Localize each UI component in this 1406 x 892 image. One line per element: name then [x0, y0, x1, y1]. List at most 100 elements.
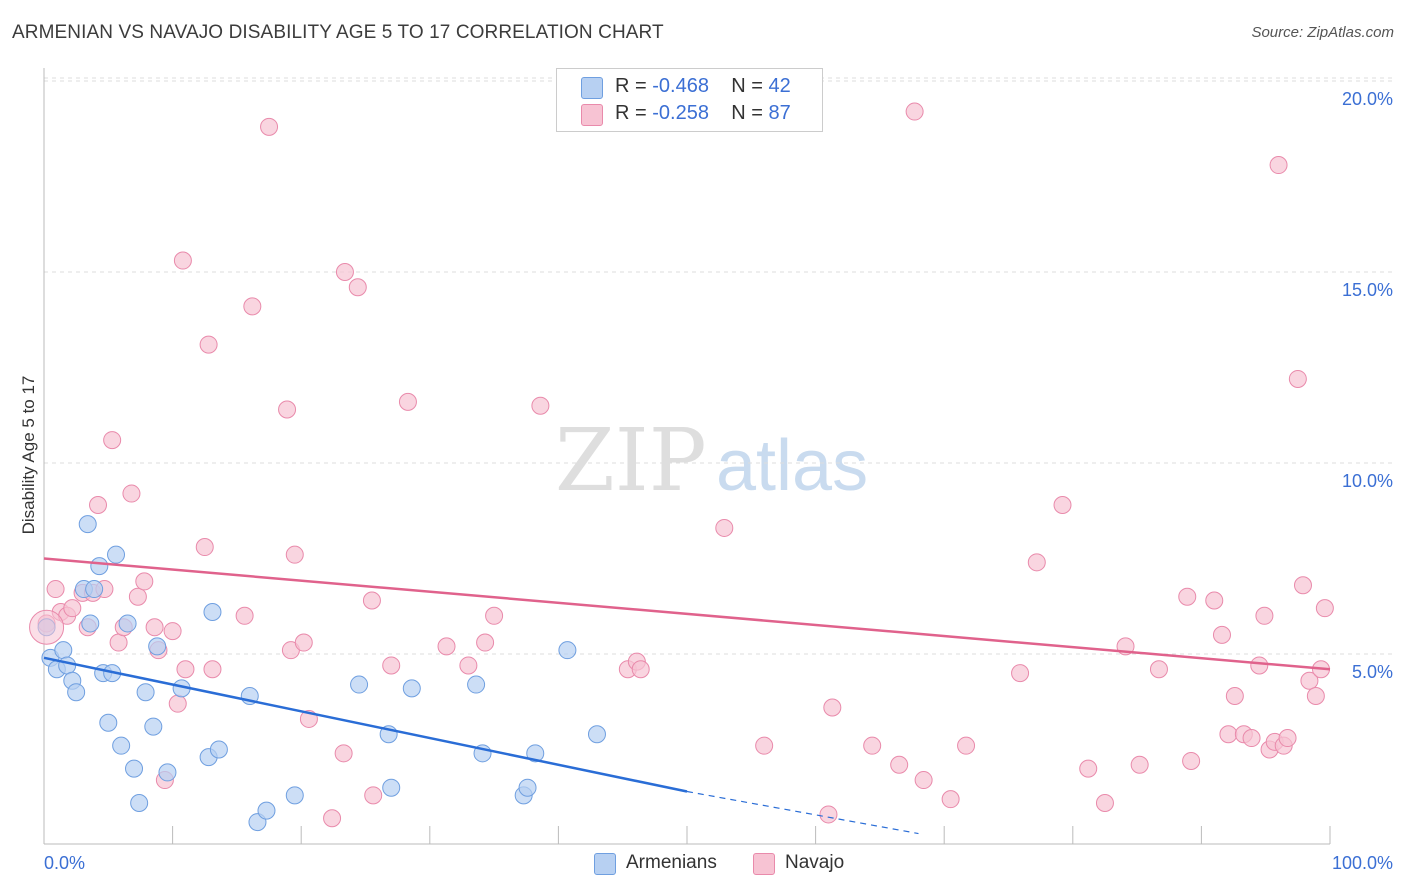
navajo-point — [168, 694, 187, 713]
navajo-point — [1182, 751, 1201, 770]
armenians-point — [558, 641, 577, 660]
navajo-point — [128, 587, 147, 606]
navajo-point — [203, 660, 222, 679]
navajo-point — [1053, 496, 1072, 515]
armenians-point — [382, 778, 401, 797]
navajo-point — [1149, 660, 1168, 679]
armenians-point — [81, 614, 100, 633]
navajo-point — [1178, 587, 1197, 606]
navajo-point — [103, 431, 122, 450]
navajo-point — [1293, 576, 1312, 595]
armenians-legend-swatch — [594, 853, 616, 875]
armenians-point — [67, 683, 86, 702]
armenians-trend-extension — [686, 790, 919, 835]
navajo-point — [398, 392, 417, 411]
armenians-point — [118, 614, 137, 633]
navajo-point — [905, 102, 924, 121]
navajo-point — [1306, 687, 1325, 706]
armenians-point — [78, 515, 97, 534]
navajo-point — [437, 637, 456, 656]
navajo-point — [631, 660, 650, 679]
navajo-point — [1278, 729, 1297, 748]
y-tick-label: 5.0% — [1352, 662, 1393, 682]
navajo-point — [1225, 687, 1244, 706]
navajo-point — [195, 538, 214, 557]
navajo-point — [823, 698, 842, 717]
x-tick-label: 0.0% — [44, 853, 85, 873]
y-tick-label: 15.0% — [1342, 280, 1393, 300]
source-credit: Source: ZipAtlas.com — [1251, 24, 1394, 41]
navajo-point — [1300, 671, 1319, 690]
navajo-point — [1027, 553, 1046, 572]
navajo-point — [957, 736, 976, 755]
armenians-swatch — [581, 77, 603, 99]
navajo-point — [89, 496, 108, 515]
navajo-point — [335, 263, 354, 281]
navajo-point — [459, 656, 478, 675]
armenians-point — [257, 801, 276, 820]
navajo-point — [1095, 793, 1114, 812]
navajo-point — [323, 809, 342, 828]
y-tick-label: 10.0% — [1342, 471, 1393, 491]
armenians-point — [467, 675, 486, 694]
navajo-point — [531, 396, 550, 415]
navajo-point — [1315, 599, 1334, 618]
armenians-point — [107, 545, 126, 564]
armenians-point — [402, 679, 421, 698]
navajo-point — [294, 633, 313, 652]
armenians-point — [158, 763, 177, 782]
navajo-point — [109, 633, 128, 652]
navajo-point — [863, 736, 882, 755]
y-tick-label: 20.0% — [1342, 89, 1393, 109]
navajo-point — [362, 591, 381, 610]
armenians-r-label: R = — [615, 75, 647, 97]
navajo-cluster-point — [29, 609, 65, 645]
navajo-point — [890, 755, 909, 774]
armenians-point — [350, 675, 369, 694]
armenians-point — [125, 759, 144, 778]
navajo-point — [163, 622, 182, 641]
navajo-trend-line — [43, 557, 1331, 671]
armenians-r-value: -0.468 — [652, 75, 709, 97]
navajo-point — [135, 572, 154, 591]
navajo-point — [1288, 369, 1307, 388]
navajo-point — [145, 618, 164, 637]
navajo-legend-label: Navajo — [785, 852, 845, 873]
armenians-point — [136, 683, 155, 702]
navajo-point — [334, 744, 353, 763]
watermark-zip: ZIP — [555, 411, 707, 511]
navajo-point — [1269, 156, 1288, 175]
navajo-point — [176, 660, 195, 679]
watermark-atlas: atlas — [716, 426, 868, 506]
armenians-n-value: 42 — [768, 75, 791, 97]
navajo-point — [1242, 729, 1261, 748]
navajo-point — [260, 117, 279, 136]
navajo-point — [476, 633, 495, 652]
armenians-point — [54, 641, 73, 660]
armenians-point — [518, 778, 537, 797]
armenians-point — [285, 786, 304, 805]
chart-title: ARMENIAN VS NAVAJO DISABILITY AGE 5 TO 1… — [12, 22, 664, 43]
navajo-legend-swatch — [753, 853, 775, 875]
armenians-point — [99, 713, 118, 732]
navajo-point — [941, 790, 960, 809]
armenians-point — [209, 740, 228, 759]
armenians-point — [148, 637, 167, 656]
navajo-n-value: 87 — [768, 102, 791, 124]
y-axis-label: Disability Age 5 to 17 — [19, 376, 38, 535]
navajo-point — [1212, 625, 1231, 644]
armenians-point — [90, 557, 109, 576]
navajo-point — [715, 518, 734, 537]
navajo-point — [485, 606, 504, 625]
navajo-point — [199, 335, 218, 354]
navajo-point — [243, 297, 262, 316]
navajo-r-value: -0.258 — [652, 102, 709, 124]
armenians-trend-line — [43, 656, 688, 793]
navajo-point — [382, 656, 401, 675]
navajo-point — [1130, 755, 1149, 774]
armenians-point — [526, 744, 545, 763]
armenians-point — [144, 717, 163, 736]
navajo-point — [46, 580, 65, 599]
navajo-point — [1079, 759, 1098, 778]
